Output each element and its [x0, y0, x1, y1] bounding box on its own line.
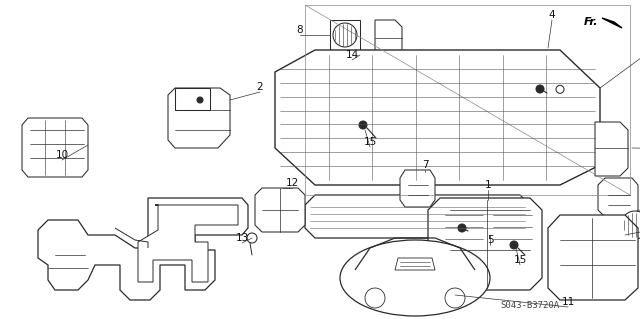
- Polygon shape: [255, 188, 305, 232]
- Circle shape: [197, 97, 203, 103]
- Polygon shape: [175, 88, 210, 110]
- Text: 2: 2: [257, 82, 263, 92]
- Circle shape: [621, 211, 640, 239]
- Polygon shape: [400, 170, 435, 207]
- Circle shape: [536, 85, 544, 93]
- Text: S043-B3720A: S043-B3720A: [500, 300, 559, 309]
- Circle shape: [445, 288, 465, 308]
- Circle shape: [364, 51, 372, 59]
- Text: 13: 13: [236, 233, 248, 243]
- Text: 10: 10: [56, 150, 68, 160]
- Circle shape: [556, 85, 564, 93]
- Polygon shape: [428, 198, 542, 290]
- Text: 15: 15: [364, 137, 376, 147]
- Ellipse shape: [340, 240, 490, 316]
- Text: 8: 8: [297, 25, 303, 35]
- Polygon shape: [22, 118, 88, 177]
- Circle shape: [365, 288, 385, 308]
- Text: Fr.: Fr.: [584, 17, 598, 27]
- Polygon shape: [330, 20, 360, 50]
- Text: 7: 7: [422, 160, 428, 170]
- Text: 4: 4: [548, 10, 556, 20]
- Circle shape: [333, 23, 357, 47]
- Circle shape: [359, 121, 367, 129]
- Polygon shape: [395, 258, 435, 270]
- Polygon shape: [548, 215, 638, 300]
- Polygon shape: [375, 20, 402, 57]
- Text: 14: 14: [346, 50, 358, 60]
- Polygon shape: [138, 205, 238, 282]
- Polygon shape: [595, 122, 628, 176]
- Polygon shape: [602, 18, 622, 28]
- Circle shape: [510, 241, 518, 249]
- Circle shape: [374, 126, 382, 134]
- Polygon shape: [598, 178, 638, 217]
- Text: 12: 12: [285, 178, 299, 188]
- Text: 15: 15: [513, 255, 527, 265]
- Text: 5: 5: [486, 235, 493, 245]
- Polygon shape: [168, 88, 230, 148]
- Polygon shape: [305, 195, 530, 238]
- Circle shape: [247, 233, 257, 243]
- Circle shape: [458, 224, 466, 232]
- Polygon shape: [275, 50, 600, 185]
- Text: 1: 1: [484, 180, 492, 190]
- Text: 11: 11: [561, 297, 575, 307]
- Polygon shape: [38, 198, 248, 300]
